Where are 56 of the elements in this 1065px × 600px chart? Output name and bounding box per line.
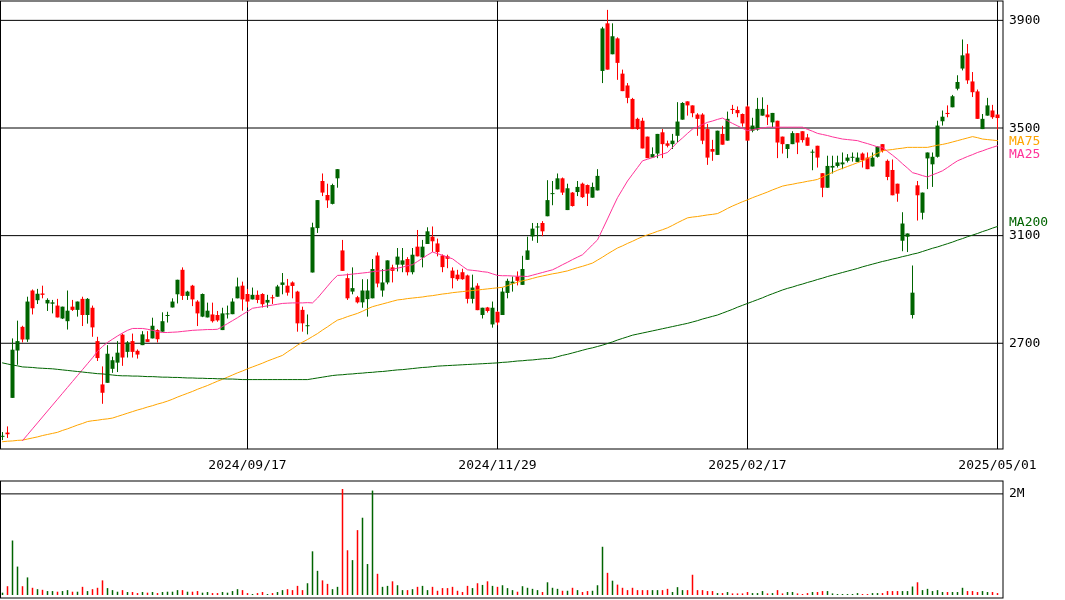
candlestick (160, 311, 165, 333)
candlestick (340, 239, 345, 272)
candlestick (920, 192, 925, 220)
candlestick (100, 365, 105, 405)
candlestick (910, 264, 915, 319)
candlestick (850, 151, 855, 163)
candlestick (720, 125, 725, 146)
candlestick (960, 38, 965, 71)
candlestick (335, 168, 340, 189)
candlestick (165, 311, 170, 324)
candlestick (945, 104, 950, 118)
series-label: MA25 (1009, 146, 1041, 162)
candlestick (30, 288, 35, 315)
candlestick (115, 340, 120, 373)
y-tick-label: 3500 (1009, 119, 1041, 135)
candlestick (930, 151, 935, 188)
candlestick (675, 101, 680, 143)
x-tick-label: 2025/05/01 (958, 457, 1037, 472)
candlestick (85, 297, 90, 325)
ref-line-label: 2M (1009, 485, 1025, 501)
candlestick (90, 305, 95, 338)
candlestick (350, 266, 355, 295)
candlestick (550, 180, 555, 206)
candlestick (325, 183, 330, 209)
candlestick (280, 272, 285, 295)
candlestick (195, 299, 200, 327)
y-tick-label: 3900 (1009, 11, 1041, 27)
candlestick (655, 133, 660, 159)
candlestick (380, 268, 385, 298)
candlestick (305, 313, 310, 335)
candlestick (190, 284, 195, 307)
candlestick (80, 296, 85, 327)
candlestick (565, 183, 570, 211)
candlestick (490, 301, 495, 329)
series-label: MA75 (1009, 133, 1041, 149)
candlestick (415, 229, 420, 257)
candlestick (245, 288, 250, 308)
candlestick (535, 222, 540, 244)
candlestick (320, 172, 325, 197)
candlestick (915, 180, 920, 222)
candlestick (810, 149, 815, 171)
x-tick-label: 2024/11/29 (458, 457, 537, 472)
candlestick (545, 179, 550, 217)
x-tick-label: 2025/02/17 (708, 457, 787, 472)
candlestick (345, 273, 350, 301)
candlestick (65, 290, 70, 331)
y-tick-label: 2700 (1009, 334, 1041, 350)
x-tick-label: 2024/09/17 (208, 457, 287, 472)
candlestick (420, 239, 425, 268)
candlestick (610, 22, 615, 55)
candlestick (120, 333, 125, 367)
series-label: MA200 (1009, 213, 1049, 229)
y-tick-label: 3100 (1009, 227, 1041, 243)
candlestick (525, 236, 530, 261)
candlestick (725, 111, 730, 142)
candlestick (400, 247, 405, 273)
